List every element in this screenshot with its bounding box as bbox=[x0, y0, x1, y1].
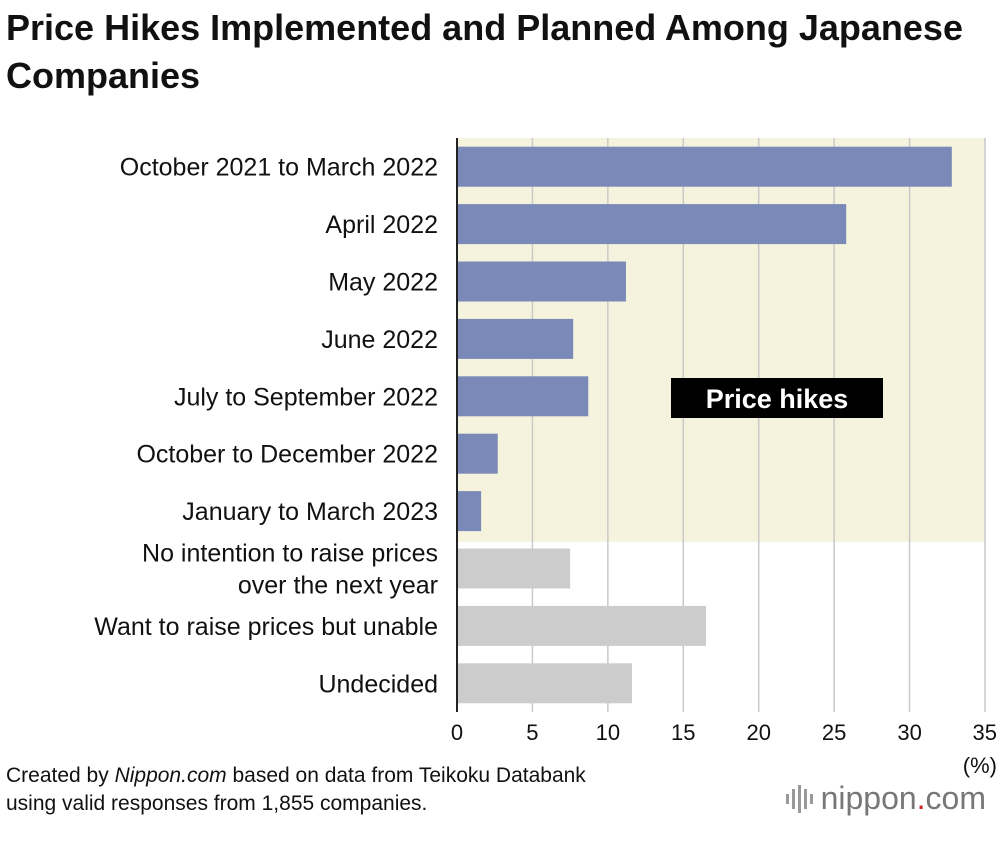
tick-label-0: 0 bbox=[451, 720, 463, 745]
source-prefix: Created by bbox=[6, 764, 115, 787]
category-label-8: Want to raise prices but unable bbox=[94, 613, 438, 641]
brand-tld: com bbox=[925, 780, 986, 816]
category-label-7-line-1: over the next year bbox=[238, 572, 438, 600]
bar-0 bbox=[457, 146, 952, 187]
tick-label-35: 35 bbox=[973, 720, 997, 745]
tick-label-5: 5 bbox=[526, 720, 538, 745]
source-site: Nippon.com bbox=[114, 764, 227, 787]
brand-name: nippon bbox=[820, 780, 917, 816]
bar-1 bbox=[457, 204, 847, 245]
brand-mark-icon bbox=[785, 784, 813, 813]
bar-3 bbox=[457, 318, 574, 359]
bar-8 bbox=[457, 605, 706, 646]
bar-7 bbox=[457, 548, 571, 589]
category-label-6: January to March 2023 bbox=[182, 498, 438, 526]
category-label-4: July to September 2022 bbox=[174, 383, 438, 411]
bar-5 bbox=[457, 433, 498, 474]
tick-label-20: 20 bbox=[746, 720, 770, 745]
tick-label-30: 30 bbox=[897, 720, 921, 745]
category-label-5: October to December 2022 bbox=[136, 441, 438, 469]
brand-dot: . bbox=[916, 780, 926, 816]
chart-title: Price Hikes Implemented and Planned Amon… bbox=[6, 7, 963, 96]
tick-label-15: 15 bbox=[671, 720, 695, 745]
bar-6 bbox=[457, 491, 482, 532]
category-label-2: May 2022 bbox=[328, 269, 438, 297]
bar-4 bbox=[457, 376, 589, 417]
category-label-0: October 2021 to March 2022 bbox=[120, 154, 438, 182]
price-hikes-label: Price hikes bbox=[706, 384, 849, 414]
x-axis-unit: (%) bbox=[963, 753, 997, 778]
category-label-3: June 2022 bbox=[321, 326, 438, 354]
category-label-7-line-0: No intention to raise prices bbox=[142, 540, 438, 568]
tick-label-25: 25 bbox=[822, 720, 846, 745]
category-label-9: Undecided bbox=[318, 670, 438, 698]
bar-2 bbox=[457, 261, 626, 302]
bar-9 bbox=[457, 663, 632, 704]
source-line-2: using valid responses from 1,855 compani… bbox=[6, 792, 428, 815]
source-suffix: based on data from Teikoku Databank bbox=[226, 764, 586, 787]
brand-logo: nippon. com bbox=[785, 780, 986, 817]
category-label-1: April 2022 bbox=[325, 211, 438, 239]
source-note: Created by Nippon.com based on data from… bbox=[6, 762, 586, 818]
price-hikes-label-box bbox=[671, 378, 883, 418]
tick-label-10: 10 bbox=[596, 720, 620, 745]
